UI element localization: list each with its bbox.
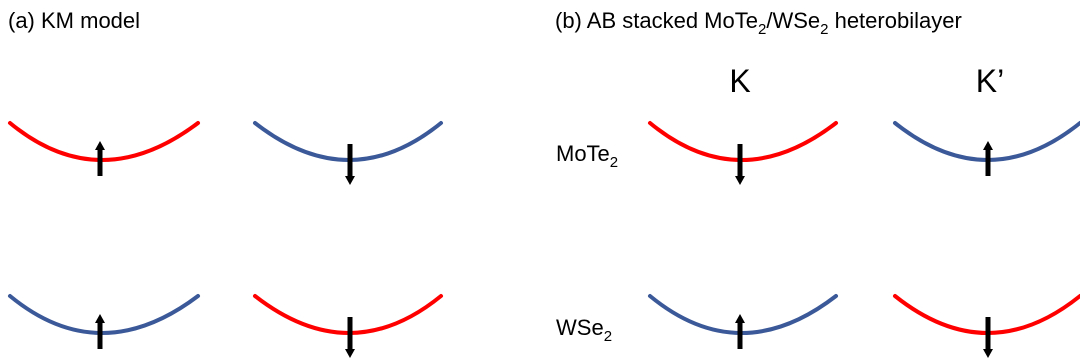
spin-up-arrow-icon — [983, 141, 993, 176]
spin-down-arrow-icon — [345, 317, 355, 358]
panel-b-band-4 — [893, 294, 1080, 358]
panel-a-band-2 — [253, 121, 443, 185]
panel-b-band-2 — [893, 121, 1080, 176]
layer-bottom-label: WSe2 — [556, 315, 612, 345]
band-curve — [8, 121, 200, 162]
bands-layer — [8, 121, 1080, 358]
band-curve — [648, 294, 838, 335]
spin-down-arrow-icon — [735, 144, 745, 185]
panel-a-title: (a) KM model — [8, 8, 140, 33]
spin-down-arrow-icon — [983, 317, 993, 358]
panel-b-band-3 — [648, 294, 838, 349]
layer-top-label: MoTe2 — [556, 141, 618, 171]
panel-b-title: (b) AB stacked MoTe2/WSe2 heterobilayer — [555, 8, 962, 38]
panel-a-band-1 — [8, 121, 200, 176]
band-curve — [648, 121, 838, 162]
panel-b-band-1 — [648, 121, 838, 185]
spin-up-arrow-icon — [735, 314, 745, 349]
panel-a-band-4 — [253, 294, 443, 358]
panel-a-band-3 — [8, 294, 200, 349]
spin-down-arrow-icon — [345, 144, 355, 185]
band-curve — [8, 294, 200, 335]
spin-up-arrow-icon — [95, 314, 105, 349]
valley-kprime-label: K’ — [976, 63, 1004, 99]
valley-k-label: K — [729, 63, 750, 99]
spin-up-arrow-icon — [95, 141, 105, 176]
